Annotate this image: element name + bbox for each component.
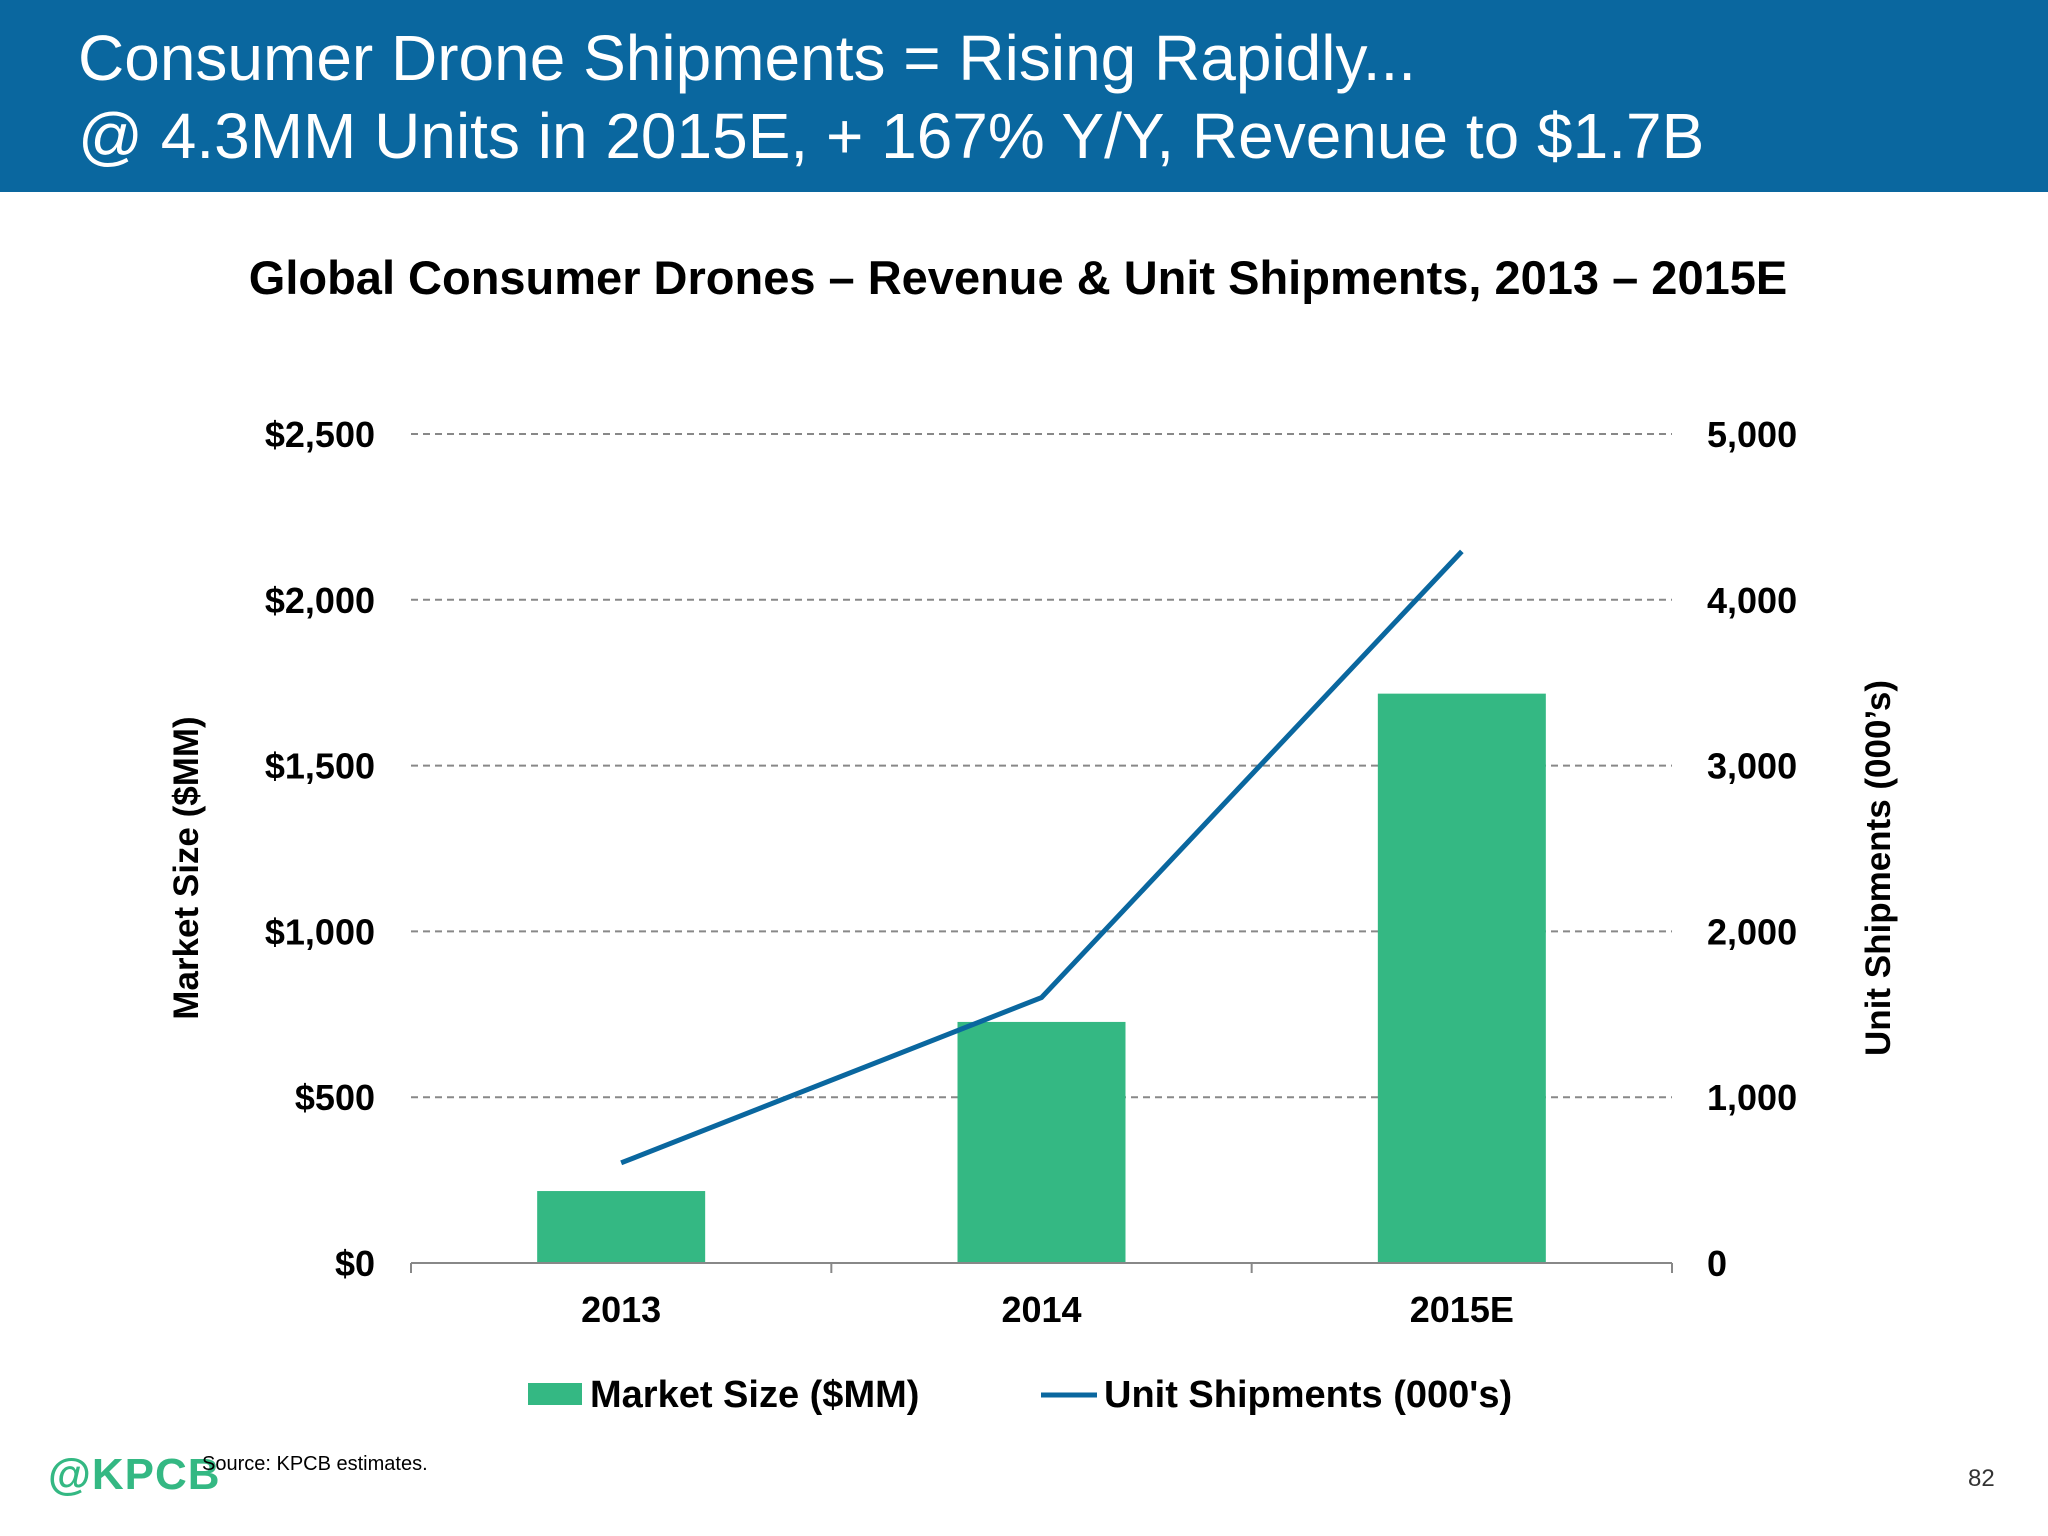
slide-title-line2: @ 4.3MM Units in 2015E, + 167% Y/Y, Reve… <box>78 100 1705 172</box>
y-left-tick-label: $1,000 <box>265 911 375 952</box>
slide-title-line1: Consumer Drone Shipments = Rising Rapidl… <box>78 22 1417 94</box>
y-left-tick-label: $1,500 <box>265 746 375 787</box>
bar-2014 <box>957 1021 1126 1263</box>
y-left-tick-label: $500 <box>295 1077 375 1118</box>
y-right-tick-label: 5,000 <box>1707 414 1797 455</box>
legend-label-market-size: Market Size ($MM) <box>590 1374 919 1416</box>
y-left-tick-label: $0 <box>335 1243 375 1284</box>
y-right-tick-label: 0 <box>1707 1243 1727 1284</box>
y-right-tick-label: 4,000 <box>1707 580 1797 621</box>
y-axis-left-label: Market Size ($MM) <box>167 716 206 1019</box>
x-tick-label: 2014 <box>1001 1289 1081 1330</box>
y-axis-right-label: Unit Shipments (000’s) <box>1859 680 1898 1056</box>
bar-2015E <box>1377 693 1546 1263</box>
legend-label-unit-shipments: Unit Shipments (000's) <box>1104 1374 1512 1416</box>
y-right-tick-label: 1,000 <box>1707 1077 1797 1118</box>
kpcb-logo: @KPCB <box>48 1450 221 1499</box>
page-number: 82 <box>1968 1465 1995 1492</box>
chart-title: Global Consumer Drones – Revenue & Unit … <box>249 251 1787 304</box>
y-left-tick-label: $2,500 <box>265 414 375 455</box>
x-tick-label: 2013 <box>581 1289 661 1330</box>
y-right-tick-label: 3,000 <box>1707 746 1797 787</box>
slide-header: Consumer Drone Shipments = Rising Rapidl… <box>0 0 2048 192</box>
source-note: Source: KPCB estimates. <box>202 1453 428 1475</box>
bar-2013 <box>537 1191 706 1263</box>
y-right-tick-label: 2,000 <box>1707 911 1797 952</box>
x-tick-label: 2015E <box>1410 1289 1514 1330</box>
legend-swatch-market-size <box>528 1383 582 1405</box>
legend: Market Size ($MM) Unit Shipments (000's) <box>528 1374 1512 1416</box>
y-left-tick-label: $2,000 <box>265 580 375 621</box>
